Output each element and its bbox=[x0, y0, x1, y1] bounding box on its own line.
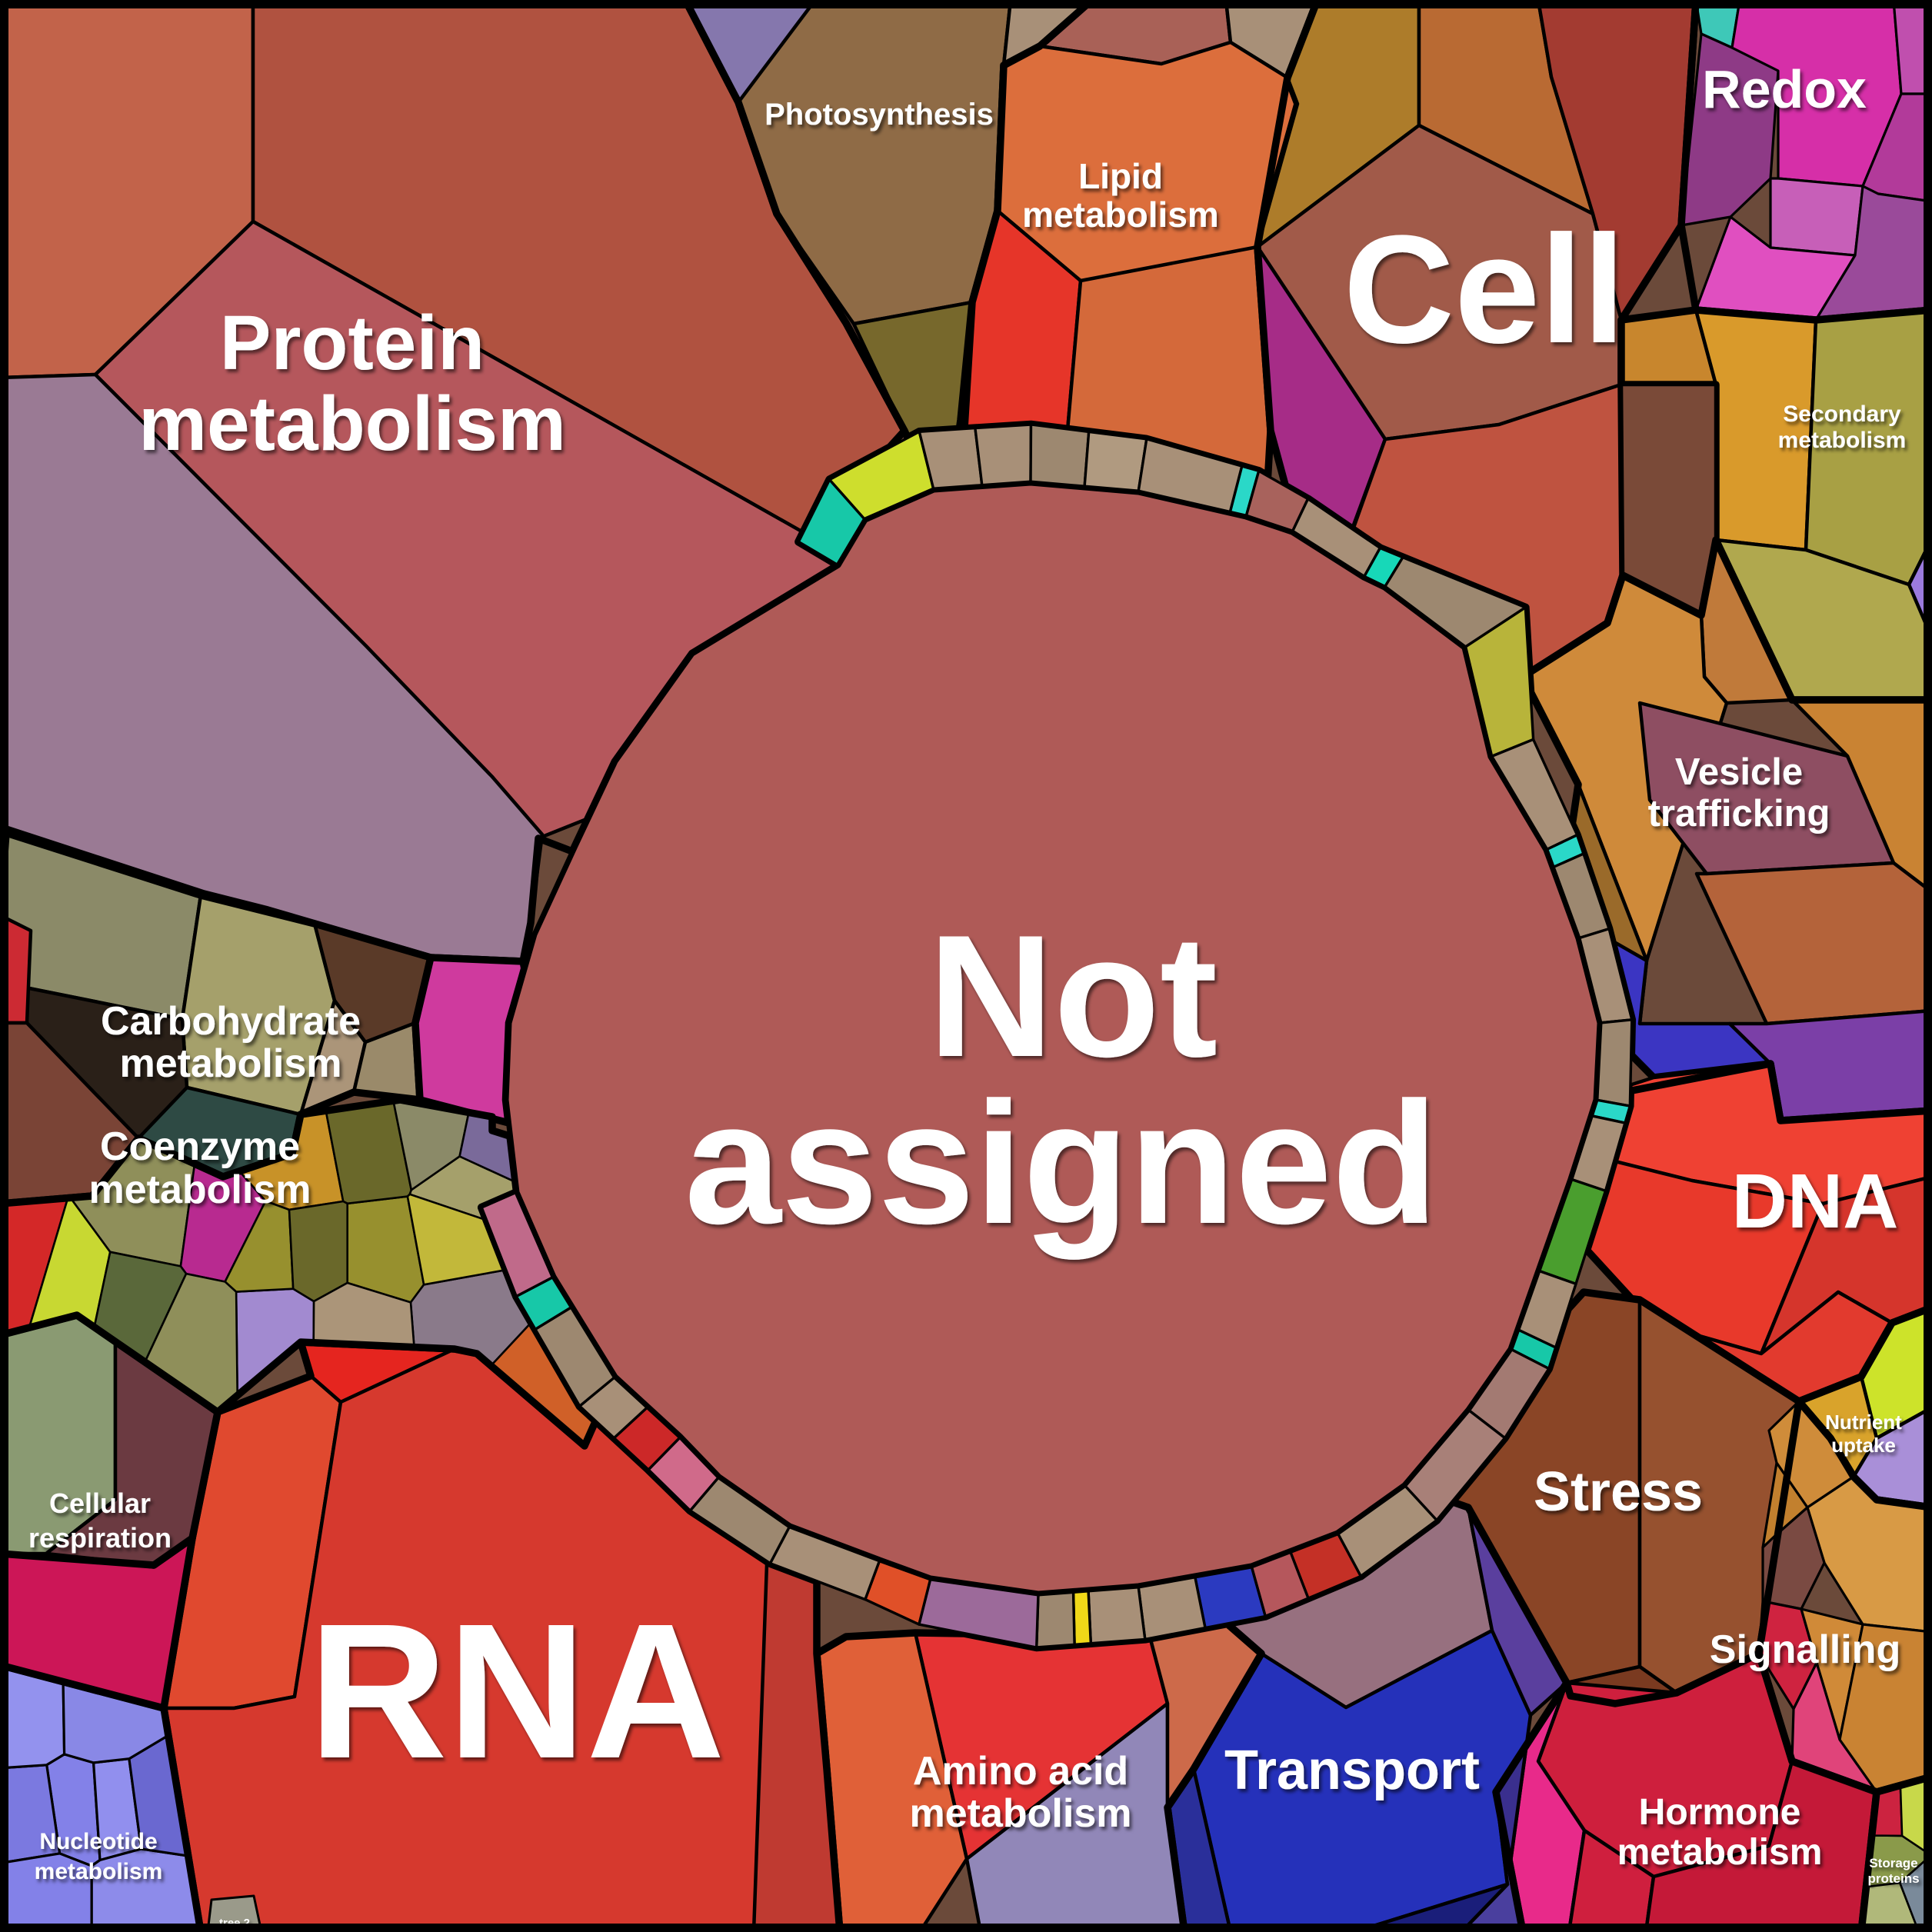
svg-text:metabolism: metabolism bbox=[35, 1859, 163, 1884]
svg-text:Stress: Stress bbox=[1534, 1461, 1703, 1523]
svg-text:Redox: Redox bbox=[1702, 59, 1867, 119]
svg-text:respiration: respiration bbox=[28, 1522, 172, 1554]
svg-text:Photosynthesis: Photosynthesis bbox=[764, 98, 994, 132]
svg-text:Transport: Transport bbox=[1224, 1740, 1480, 1801]
svg-text:Protein: Protein bbox=[220, 300, 485, 386]
svg-text:metabolism: metabolism bbox=[1778, 428, 1907, 453]
svg-text:Nucleotide: Nucleotide bbox=[39, 1829, 157, 1854]
svg-text:Vesicle: Vesicle bbox=[1675, 751, 1803, 793]
svg-text:metabolism: metabolism bbox=[910, 1791, 1132, 1836]
svg-text:DNA: DNA bbox=[1732, 1158, 1899, 1244]
svg-text:Lipid: Lipid bbox=[1078, 156, 1163, 196]
svg-text:Secondary: Secondary bbox=[1783, 401, 1901, 427]
svg-text:Storage: Storage bbox=[1869, 1856, 1917, 1870]
svg-text:Cell: Cell bbox=[1344, 204, 1626, 375]
svg-text:metabolism: metabolism bbox=[138, 381, 566, 467]
svg-text:Amino acid: Amino acid bbox=[913, 1749, 1128, 1794]
svg-text:metabolism: metabolism bbox=[120, 1041, 342, 1086]
svg-text:Signalling: Signalling bbox=[1710, 1627, 1900, 1672]
svg-text:metabolism: metabolism bbox=[1022, 195, 1219, 235]
svg-text:RNA: RNA bbox=[308, 1584, 725, 1798]
svg-text:assigned: assigned bbox=[685, 1065, 1438, 1260]
svg-text:Coenzyme: Coenzyme bbox=[100, 1124, 300, 1169]
svg-text:uptake: uptake bbox=[1831, 1434, 1896, 1457]
svg-text:Not: Not bbox=[928, 898, 1218, 1093]
svg-text:proteins: proteins bbox=[1867, 1871, 1919, 1886]
svg-text:metabolism: metabolism bbox=[89, 1168, 311, 1212]
svg-text:Carbohydrate: Carbohydrate bbox=[101, 999, 361, 1044]
svg-text:Hormone: Hormone bbox=[1639, 1792, 1801, 1833]
svg-text:Nutrient: Nutrient bbox=[1825, 1411, 1902, 1434]
svg-text:Cellular: Cellular bbox=[49, 1487, 151, 1519]
svg-text:metabolism: metabolism bbox=[1617, 1832, 1823, 1873]
svg-text:trafficking: trafficking bbox=[1648, 793, 1830, 834]
